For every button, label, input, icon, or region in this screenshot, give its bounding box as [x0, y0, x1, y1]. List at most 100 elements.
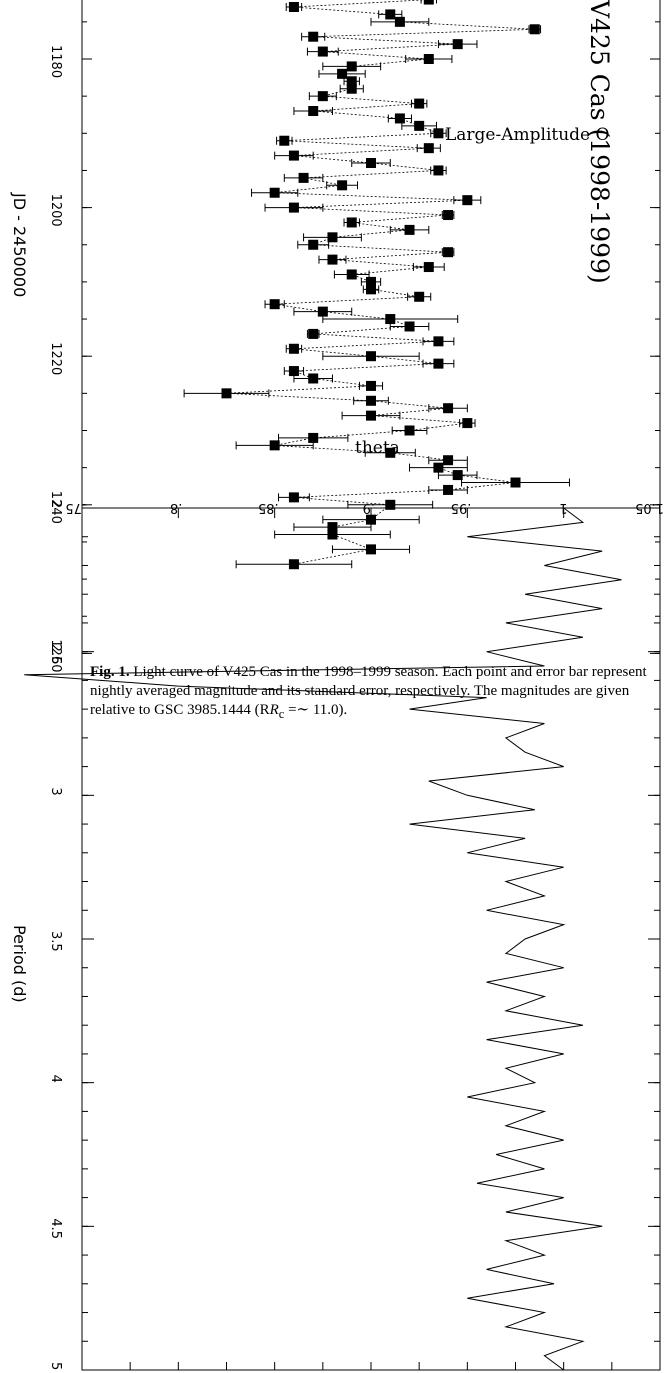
periodogram-panel: 2 2.5 3 3.5 4 4.5 5 theta Period (d): [10, 438, 661, 1371]
lc-point: [308, 31, 319, 42]
lc-point: [269, 187, 280, 198]
lc-point: [337, 68, 348, 79]
lc-point: [433, 358, 444, 369]
lc-point: [443, 210, 454, 221]
lc-point: [452, 39, 463, 50]
lc-point: [288, 150, 299, 161]
lc-point: [366, 544, 376, 555]
lc-point: [288, 366, 299, 377]
lc-point: [221, 388, 232, 399]
lc-point: [414, 98, 425, 109]
lc-point: [423, 262, 434, 273]
lc-point: [308, 373, 319, 384]
lc-point: [385, 314, 396, 325]
lc-point: [337, 180, 348, 191]
lc-point: [317, 91, 328, 102]
lc-point: [327, 254, 338, 265]
lc-point: [433, 128, 444, 139]
pg-overlay-text: theta: [355, 438, 400, 458]
lc-point: [462, 195, 473, 206]
caption-sub: c: [278, 707, 285, 721]
lc-error-bar: [420, 0, 438, 4]
lc-point: [269, 440, 280, 451]
lc-point: [366, 514, 376, 525]
lc-point: [346, 217, 357, 228]
pg-period-tick-label: 5: [48, 1362, 63, 1370]
lc-point: [288, 343, 299, 354]
lc-point: [346, 76, 357, 87]
lc-point: [288, 202, 299, 213]
lc-jd-tick-label: 1220: [48, 342, 63, 375]
pg-frame: [81, 507, 661, 1371]
figure-caption: Fig. 1. Light curve of V425 Cas in the 1…: [90, 663, 650, 724]
lc-point: [433, 165, 444, 176]
lc-point: [404, 224, 415, 235]
lc-point: [423, 54, 434, 64]
caption-tail: =∼ 11.0).: [284, 702, 348, 718]
pg-period-tick-label: 2: [48, 500, 63, 508]
lc-jd-tick-label: 1180: [48, 45, 63, 78]
lc-point: [404, 321, 415, 332]
lc-point: [443, 455, 454, 466]
lc-point: [366, 395, 376, 406]
pg-period-tick-label: 4: [48, 1075, 63, 1083]
lc-point: [288, 492, 299, 503]
pg-period-tick-label: 3: [48, 787, 63, 795]
pg-theta-ticks: [81, 1362, 661, 1370]
caption-text: Light curve of V425 Cas in the 1998–1999…: [90, 664, 647, 718]
lc-point: [288, 1, 299, 12]
lc-point: [423, 143, 434, 154]
lc-point: [346, 61, 357, 72]
lc-point: [443, 247, 454, 258]
lc-point: [327, 522, 338, 533]
lc-point: [414, 291, 425, 302]
lc-point: [414, 120, 425, 131]
lc-point: [404, 425, 415, 436]
pg-period-tick-label: 2.5: [48, 644, 63, 665]
lc-point: [279, 135, 290, 146]
lc-point: [327, 529, 338, 540]
lc-overlay-text: Large-Amplitude O: [445, 125, 609, 145]
lc-title: V425 Cas (1998-1999): [585, 0, 614, 284]
lc-point: [308, 106, 319, 117]
caption-symbol: R: [269, 702, 279, 718]
lc-point: [462, 418, 473, 429]
lc-point: [308, 239, 319, 250]
lc-point: [366, 351, 376, 362]
pg-period-ticks: 2 2.5 3 3.5 4 4.5 5: [48, 500, 660, 1371]
lc-point: [298, 172, 309, 183]
lc-point: [346, 269, 357, 280]
pg-period-tick-label: 3.5: [48, 931, 63, 952]
lc-point: [346, 83, 357, 94]
pg-period-tick-label: 4.5: [48, 1218, 63, 1239]
lc-point: [317, 46, 328, 57]
pg-theta-curve: [24, 507, 622, 1371]
lc-jd-tick-label: 1260: [48, 639, 63, 672]
lc-point: [385, 9, 396, 20]
lc-point: [308, 432, 319, 443]
lc-point: [366, 284, 376, 295]
lc-point: [385, 499, 396, 510]
lc-point: [317, 306, 328, 317]
caption-label: Fig. 1.: [90, 664, 130, 680]
lc-point: [308, 328, 319, 339]
lc-jd-ticks: 1180 1200 1220 1240 1260: [48, 21, 660, 672]
lc-point: [394, 16, 405, 27]
lc-point: [510, 477, 521, 488]
mag-tick-label: .75: [65, 500, 86, 515]
lc-point: [269, 299, 280, 310]
lc-point: [394, 113, 405, 124]
lc-point: [288, 559, 299, 570]
pg-x-axis-title: Period (d): [10, 925, 29, 1003]
lc-jd-tick-label: 1200: [48, 194, 63, 227]
lc-point: [423, 0, 434, 5]
lc-point: [385, 447, 396, 458]
lc-x-axis-title: JD - 2450000: [10, 192, 29, 297]
lc-point: [433, 336, 444, 347]
lc-point: [366, 158, 376, 169]
lc-point: [327, 232, 338, 243]
lc-point: [433, 462, 444, 473]
lc-point: [366, 276, 376, 287]
